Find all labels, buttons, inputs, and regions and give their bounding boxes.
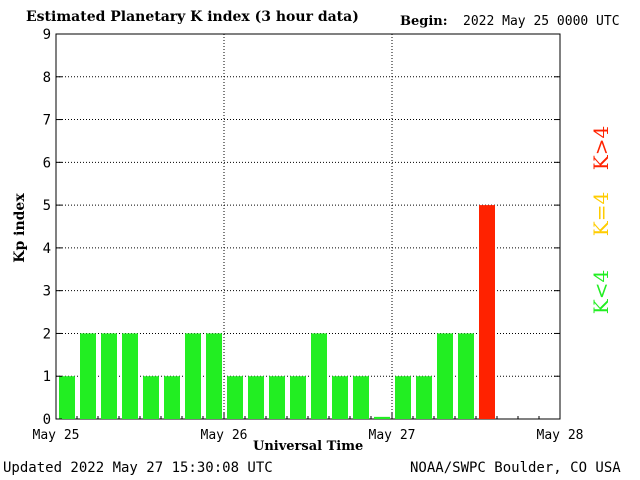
y-axis: 0 1 2 3 4 5 6 7 8 9 — [43, 27, 560, 428]
x-tick-label: May 27 — [369, 428, 416, 443]
x-tick-label: May 25 — [33, 428, 80, 443]
kp-bar — [332, 376, 348, 419]
kp-bar — [269, 376, 285, 419]
kp-bar — [353, 376, 369, 419]
x-axis: May 25 May 26 May 27 May 28 — [33, 413, 584, 443]
y-tick-label: 2 — [43, 326, 51, 342]
x-tick-label: May 26 — [201, 428, 248, 443]
begin-value: 2022 May 25 0000 UTC — [463, 14, 620, 29]
kp-bar — [437, 333, 453, 419]
kp-bar — [374, 416, 390, 419]
kp-bar — [59, 376, 75, 419]
kp-bar — [122, 333, 138, 419]
updated-timestamp: Updated 2022 May 27 15:30:08 UTC — [3, 460, 273, 476]
chart-title: Estimated Planetary K index (3 hour data… — [26, 9, 359, 25]
kp-bar — [290, 376, 306, 419]
x-axis-label: Universal Time — [253, 439, 364, 454]
y-tick-label: 7 — [43, 113, 51, 129]
y-tick-label: 5 — [43, 198, 51, 214]
x-tick-label: May 28 — [537, 428, 584, 443]
y-tick-label: 1 — [43, 369, 51, 385]
kp-bar — [164, 376, 180, 419]
kp-bar — [395, 376, 411, 419]
y-tick-label: 4 — [43, 241, 51, 257]
kp-bar — [143, 376, 159, 419]
kp-bar — [206, 333, 222, 419]
kp-bar — [101, 333, 117, 419]
y-tick-label: 9 — [43, 27, 51, 43]
kp-bar — [311, 333, 327, 419]
kp-bar — [80, 333, 96, 419]
y-tick-label: 0 — [43, 412, 51, 428]
kp-bar — [248, 376, 264, 419]
kp-bar — [416, 376, 432, 419]
source-credit: NOAA/SWPC Boulder, CO USA — [410, 460, 621, 476]
kp-bar — [185, 333, 201, 419]
kp-bar — [458, 333, 474, 419]
kp-bar — [227, 376, 243, 419]
begin-label: Begin: — [400, 14, 448, 29]
y-tick-label: 6 — [43, 155, 51, 171]
kp-bar — [479, 205, 495, 419]
grid — [56, 34, 560, 419]
y-tick-label: 8 — [43, 70, 51, 86]
y-tick-label: 3 — [43, 284, 51, 300]
bars — [59, 205, 495, 419]
